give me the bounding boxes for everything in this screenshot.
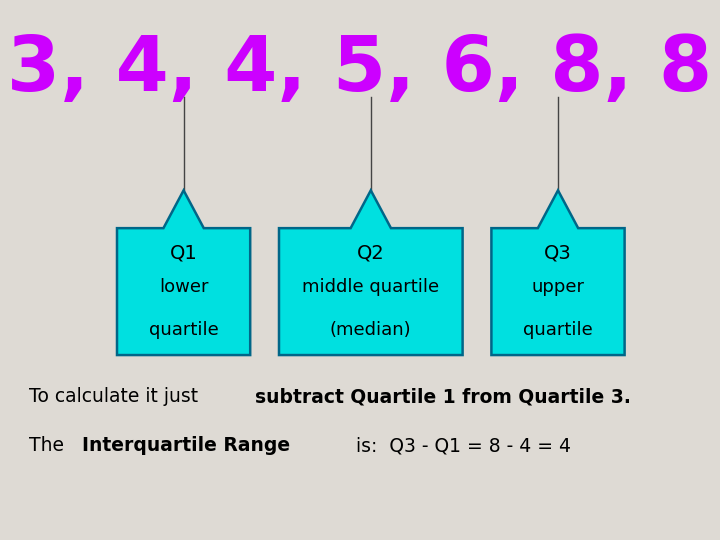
Text: (median): (median) [330, 321, 412, 340]
Text: quartile: quartile [523, 321, 593, 340]
Text: is:  Q3 - Q1 = 8 - 4 = 4: is: Q3 - Q1 = 8 - 4 = 4 [350, 436, 571, 455]
Text: quartile: quartile [149, 321, 218, 340]
Text: To calculate it just: To calculate it just [29, 387, 204, 407]
Polygon shape [117, 191, 251, 355]
Text: middle quartile: middle quartile [302, 278, 439, 296]
Polygon shape [279, 191, 463, 355]
Text: Q2: Q2 [357, 243, 384, 262]
Text: upper: upper [531, 278, 585, 296]
Text: Q3: Q3 [544, 243, 572, 262]
Text: The: The [29, 436, 70, 455]
Text: lower: lower [159, 278, 208, 296]
Text: subtract Quartile 1 from Quartile 3.: subtract Quartile 1 from Quartile 3. [255, 387, 631, 407]
Text: Q1: Q1 [170, 243, 197, 262]
Polygon shape [491, 191, 625, 355]
Text: Interquartile Range: Interquartile Range [81, 436, 290, 455]
Text: 3, 4, 4, 5, 6, 8, 8: 3, 4, 4, 5, 6, 8, 8 [7, 33, 713, 107]
